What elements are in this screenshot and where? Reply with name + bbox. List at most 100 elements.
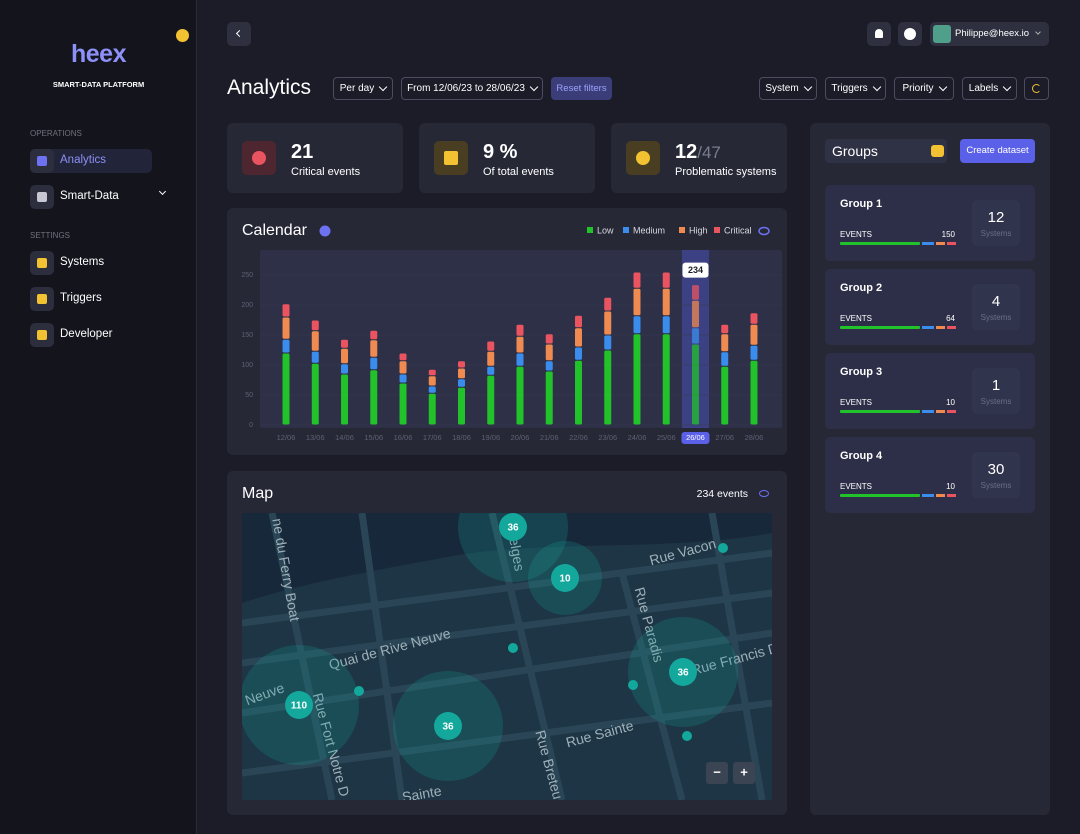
create-dataset[interactable]: Create dataset: [960, 139, 1035, 163]
x-tick-label: 27/06: [715, 433, 734, 442]
events-bar-low: [840, 326, 920, 329]
cluster-count: 110: [291, 701, 308, 712]
legend-swatch: [623, 227, 629, 233]
reset-filters[interactable]: Reset filters: [551, 77, 612, 100]
nav-item[interactable]: Analytics: [30, 149, 152, 173]
water: [242, 513, 772, 603]
bar-segment: [662, 288, 670, 316]
group-card[interactable]: Group 1 EVENTS 150 12 Systems: [825, 185, 1035, 261]
user-menu[interactable]: Philippe@heex.io: [930, 22, 1049, 46]
x-tick-label: 14/06: [335, 433, 354, 442]
bar-segment: [662, 316, 670, 334]
legend-label: High: [689, 225, 708, 235]
x-tick-label: 23/06: [598, 433, 617, 442]
bar-segment: [633, 334, 641, 425]
x-tick-label: 15/06: [364, 433, 383, 442]
bar-segment: [574, 328, 582, 347]
dropdown[interactable]: System: [759, 77, 817, 100]
nav-item[interactable]: Developer: [30, 323, 152, 347]
chevron: [378, 82, 388, 92]
nav-glyph: [37, 294, 47, 304]
nav-item[interactable]: Triggers: [30, 287, 152, 311]
nav-item[interactable]: Smart-Data: [30, 185, 167, 209]
bar-segment: [604, 311, 612, 335]
events-label: EVENTS: [840, 230, 873, 239]
bar-segment: [662, 272, 670, 288]
zoom-button: [706, 762, 728, 784]
events-bar-medium: [922, 242, 934, 245]
chart-title: Calendar: [242, 222, 308, 239]
bar-segment: [428, 369, 436, 376]
bar-segment: [487, 366, 495, 375]
refresh-button[interactable]: [1024, 77, 1049, 100]
events-bar-low: [840, 494, 920, 497]
groups-toggle: [931, 145, 944, 157]
bar-segment: [545, 361, 553, 371]
bar-segment: [750, 324, 758, 345]
zoom-label: +: [740, 764, 748, 779]
page-title: Analytics: [227, 76, 312, 99]
bar-segment: [691, 328, 699, 344]
cluster: [551, 564, 579, 592]
stat-value: 21: [291, 141, 313, 164]
chevron: [872, 82, 881, 92]
bar-segment: [574, 360, 582, 425]
bar-segment: [282, 339, 290, 353]
stat-card: 12/47 Problematic systems: [611, 123, 787, 193]
bar-segment: [341, 364, 349, 374]
bar-segment: [341, 374, 349, 425]
y-tick-label: 250: [241, 272, 253, 279]
bar-segment: [750, 360, 758, 425]
dropdown-label: Labels: [968, 83, 999, 94]
legend-label: Critical: [724, 225, 752, 235]
bar-segment: [458, 387, 466, 425]
filter-label: Per day: [339, 83, 375, 94]
events-bar-low: [840, 410, 920, 413]
bar-segment: [282, 353, 290, 425]
systems-box: 1 Systems: [972, 368, 1020, 414]
nav-item[interactable]: Systems: [30, 251, 152, 275]
group-card[interactable]: Group 3 EVENTS 10 1 Systems: [825, 353, 1035, 429]
bar-segment: [370, 330, 378, 340]
nav-label: Analytics: [60, 154, 107, 166]
stat-label: Critical events: [291, 166, 361, 178]
x-tick-label: 13/06: [306, 433, 325, 442]
bar-segment: [721, 352, 729, 366]
group-card[interactable]: Group 4 EVENTS 10 30 Systems: [825, 437, 1035, 513]
street: [242, 589, 772, 667]
dropdown[interactable]: Triggers: [825, 77, 886, 100]
filter-dropdown[interactable]: From 12/06/23 to 28/06/23: [401, 77, 543, 100]
filter-dropdown[interactable]: Per day: [333, 77, 393, 100]
bar-segment: [282, 304, 290, 317]
info-icon: [319, 225, 331, 237]
events-bar-high: [936, 494, 945, 497]
cluster-count: 36: [677, 668, 689, 679]
nav-label: Smart-Data: [60, 190, 119, 202]
y-tick-label: 100: [241, 362, 253, 369]
events-label: EVENTS: [840, 398, 873, 407]
stat-number: 21: [291, 141, 314, 163]
systems-box: 12 Systems: [972, 200, 1020, 246]
eye-icon: [759, 490, 769, 497]
back-chevron: [235, 29, 244, 38]
bar-segment: [311, 331, 319, 351]
group-name: Group 1: [840, 198, 883, 210]
stat-card: 21 Critical events: [227, 123, 403, 193]
tooltip-box: [682, 262, 709, 278]
cluster-count: 10: [559, 574, 571, 585]
zoom-button: [733, 762, 755, 784]
section-title: SETTINGS: [30, 231, 71, 240]
dropdown[interactable]: Labels: [962, 77, 1017, 100]
bar-segment: [691, 344, 699, 425]
stat-number: 9 %: [483, 141, 518, 163]
dropdown-label: Triggers: [831, 83, 868, 94]
group-card[interactable]: Group 2 EVENTS 64 4 Systems: [825, 269, 1035, 345]
group-name: Group 2: [840, 282, 883, 294]
back-button[interactable]: [227, 22, 251, 46]
events-count: 10: [946, 482, 955, 491]
events-bar-medium: [922, 410, 934, 413]
bar-segment: [341, 339, 349, 348]
dropdown[interactable]: Priority: [894, 77, 954, 100]
street: [242, 549, 772, 627]
